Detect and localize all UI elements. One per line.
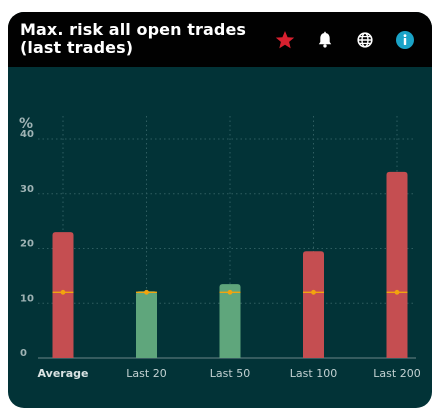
bar-layer [52, 171, 408, 358]
bar-average [52, 232, 74, 358]
y-tick-label: 40 [20, 129, 34, 140]
bell-icon[interactable] [314, 29, 336, 51]
marker-dot [60, 289, 66, 295]
title-line-1: Max. risk all open trades [20, 20, 247, 39]
bar-last-50 [219, 284, 241, 358]
x-tick-label: Average [38, 367, 89, 380]
x-tick-label: Last 200 [373, 367, 420, 380]
x-tick-label: Last 20 [126, 367, 166, 380]
marker-dot [394, 289, 400, 295]
globe-icon[interactable] [354, 29, 376, 51]
y-tick-label: 30 [20, 184, 34, 195]
x-tick-label: Last 50 [210, 367, 250, 380]
y-tick-label: 0 [20, 348, 27, 359]
card-header: Max. risk all open trades (last trades) [8, 12, 432, 67]
bar-last-100 [303, 251, 324, 358]
bar-last-200 [386, 171, 408, 358]
marker-dot [227, 289, 233, 295]
card-title: Max. risk all open trades (last trades) [20, 21, 260, 57]
y-tick-label: 10 [20, 293, 34, 304]
marker-dot [144, 289, 149, 295]
info-icon[interactable] [394, 29, 416, 51]
y-axis-unit: % [19, 116, 33, 132]
x-tick-label: Last 100 [290, 367, 337, 380]
bar-last-20 [136, 291, 157, 358]
star-icon[interactable] [274, 29, 296, 51]
bar-chart: 0 10 20 30 40% Average Last 20 Last 50 Last 100 L… [19, 116, 421, 380]
y-tick-label: 20 [20, 239, 34, 250]
title-line-2: (last trades) [20, 38, 134, 57]
chart-card: Max. risk all open trades (last trades) [8, 12, 432, 408]
marker-dot [311, 289, 316, 295]
label-layer: 0 10 20 30 40% Average Last 20 Last 50 Last 100 L… [19, 116, 421, 380]
